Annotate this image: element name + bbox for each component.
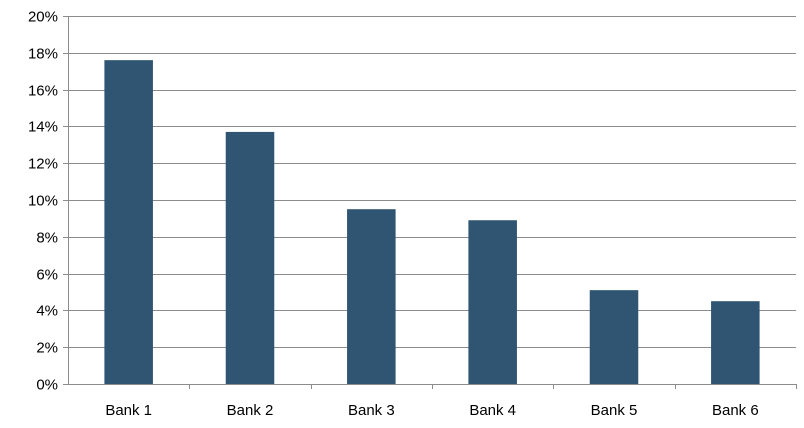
y-tick-label: 10% xyxy=(28,193,58,210)
x-tick-label: Bank 5 xyxy=(591,402,638,419)
bar xyxy=(347,209,396,384)
y-tick-label: 4% xyxy=(36,303,58,320)
x-tick-label: Bank 4 xyxy=(469,402,516,419)
axes xyxy=(63,16,797,389)
y-tick-label: 12% xyxy=(28,156,58,173)
x-tick-label: Bank 2 xyxy=(227,402,274,419)
y-tick-label: 14% xyxy=(28,119,58,136)
y-tick-label: 6% xyxy=(36,267,58,284)
x-tick-label: Bank 1 xyxy=(105,402,152,419)
bar xyxy=(225,131,275,384)
y-tick-label: 20% xyxy=(28,9,58,26)
y-tick-label: 18% xyxy=(28,46,58,63)
y-tick-label: 16% xyxy=(28,83,58,100)
bar xyxy=(711,301,760,384)
x-tick-label: Bank 3 xyxy=(348,402,395,419)
y-tick-label: 0% xyxy=(36,377,58,394)
bar xyxy=(589,290,639,384)
y-tick-label: 2% xyxy=(36,340,58,357)
y-tick-label: 8% xyxy=(36,230,58,247)
bars xyxy=(104,60,760,384)
labels: 0% 2% 4% 6% 8% 10% 12% 14% 16% 18% 20% Bank 1 Bank 2… xyxy=(28,9,759,420)
gridlines xyxy=(68,16,796,348)
bar xyxy=(468,220,517,384)
bar xyxy=(104,60,153,384)
x-tick-label: Bank 6 xyxy=(712,402,759,419)
